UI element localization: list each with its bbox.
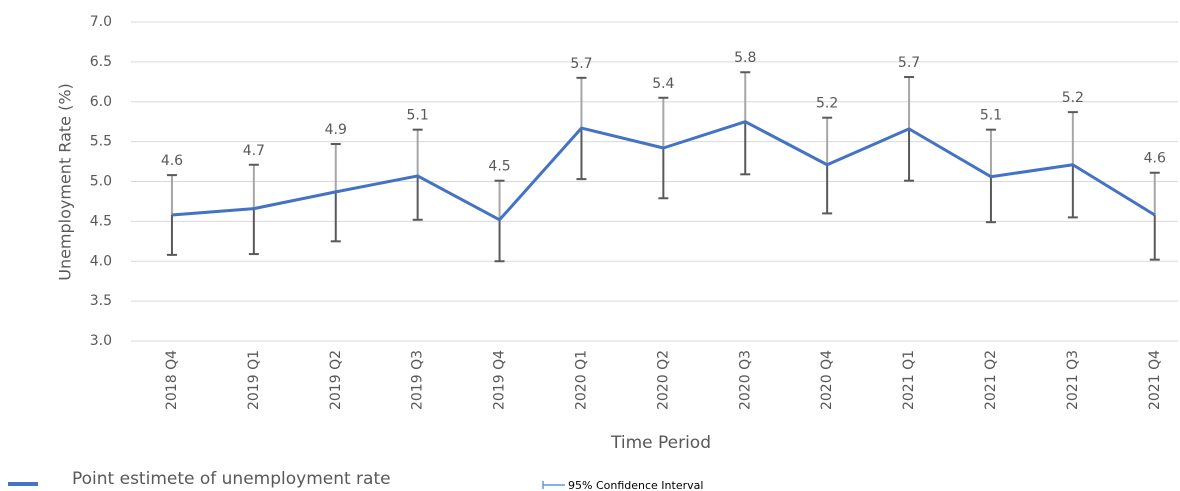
y-tick-label: 4.5 (90, 213, 112, 229)
x-tick-label: 2019 Q3 (410, 350, 426, 410)
x-axis-title: Time Period (610, 433, 711, 453)
y-tick-label: 5.0 (90, 174, 112, 190)
y-tick-label: 3.0 (90, 333, 112, 349)
y-axis-title: Unemployment Rate (%) (56, 83, 75, 281)
series-line (171, 120, 1156, 222)
y-tick-label: 5.5 (90, 134, 112, 150)
x-tick-label: 2020 Q3 (737, 350, 753, 410)
data-label: 5.2 (1062, 90, 1084, 106)
data-label: 5.1 (980, 108, 1002, 124)
x-tick-label: 2019 Q1 (246, 350, 262, 410)
x-tick-label: 2019 Q2 (328, 350, 344, 410)
y-tick-label: 4.0 (90, 253, 112, 269)
x-tick-label: 2021 Q1 (901, 350, 917, 410)
data-label: 5.1 (407, 108, 429, 124)
legend-label: Point estimete of unemployment rate (72, 469, 391, 489)
data-label: 5.7 (570, 56, 592, 72)
y-tick-label: 7.0 (90, 14, 112, 30)
y-tick-label: 6.5 (90, 54, 112, 70)
data-label: 5.2 (816, 96, 838, 112)
x-tick-label: 2021 Q2 (983, 350, 999, 410)
data-label: 4.6 (161, 153, 183, 169)
data-label: 4.9 (325, 122, 347, 138)
x-tick-label: 2020 Q4 (819, 350, 835, 410)
data-label: 5.7 (898, 55, 920, 71)
x-tick-label: 2021 Q3 (1065, 350, 1081, 410)
x-tick-label: 2019 Q4 (492, 350, 508, 410)
x-tick-label: 2020 Q1 (573, 350, 589, 410)
data-label: 5.8 (734, 50, 756, 66)
y-tick-label: 3.5 (90, 293, 112, 309)
legend-label: 95% Confidence Interval (568, 479, 703, 491)
data-label: 4.6 (1144, 151, 1166, 167)
x-tick-label: 2021 Q4 (1147, 350, 1163, 410)
x-tick-label: 2020 Q2 (655, 350, 671, 410)
y-tick-label: 6.0 (90, 94, 112, 110)
data-label: 4.5 (488, 159, 510, 175)
data-label: 5.4 (652, 76, 674, 92)
data-label: 4.7 (243, 143, 265, 159)
x-tick-label: 2018 Q4 (164, 350, 180, 410)
